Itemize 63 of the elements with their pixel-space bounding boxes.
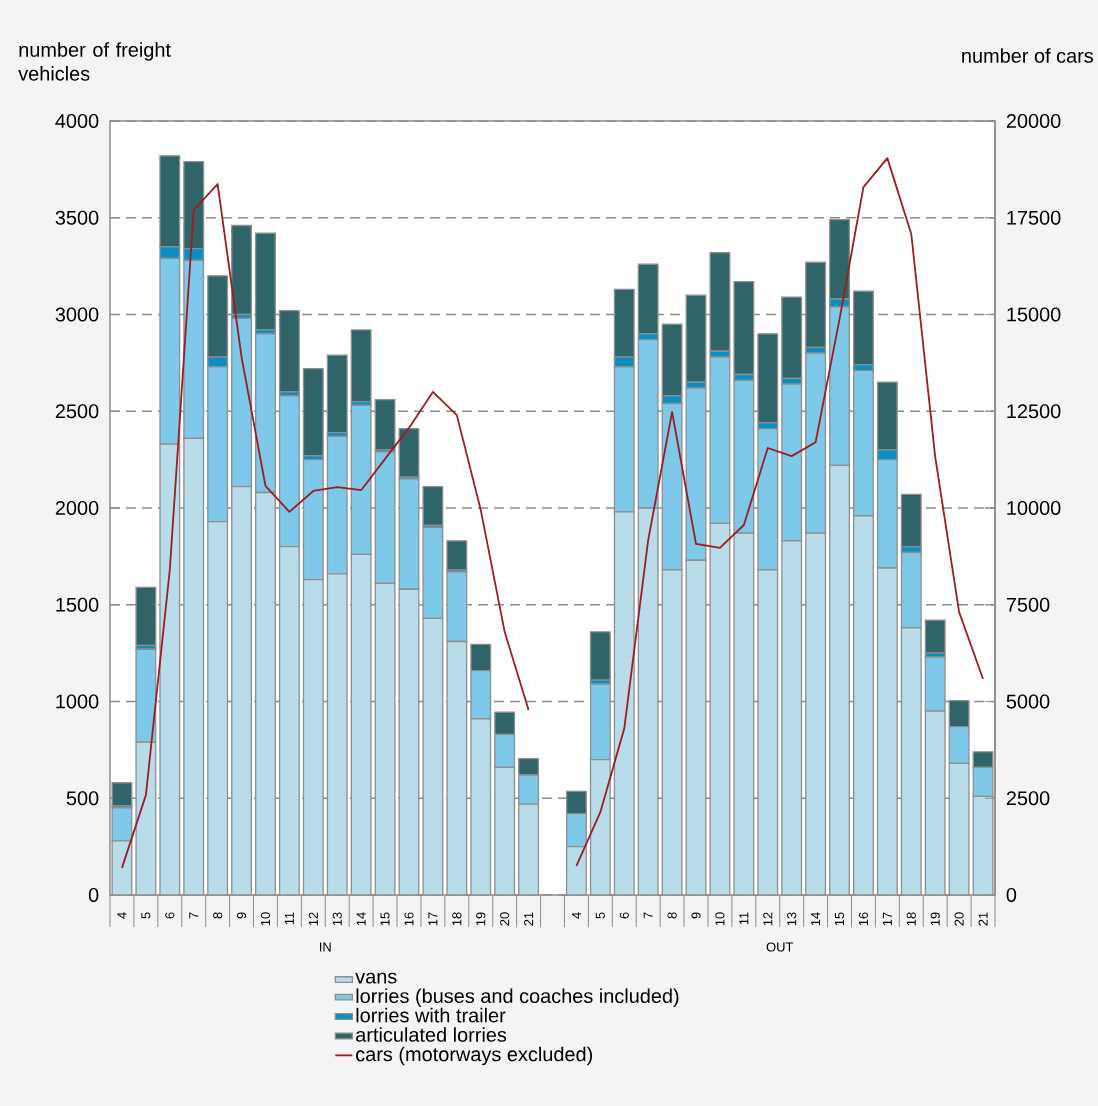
x-tick-label: 16 bbox=[404, 912, 414, 926]
x-tick-label: 15 bbox=[380, 912, 390, 926]
x-tick-label: 20 bbox=[954, 912, 964, 926]
y-tick-label: 4000 bbox=[55, 113, 99, 129]
y2-tick-label: 17500 bbox=[1007, 210, 1061, 225]
y2-tick-label: 10000 bbox=[1007, 500, 1061, 516]
legend-label: lorries with trailer bbox=[356, 1007, 506, 1023]
x-tick-label: 5 bbox=[595, 912, 605, 919]
x-tick-label: 19 bbox=[930, 912, 940, 926]
x-tick-label: 4 bbox=[571, 912, 581, 919]
x-tick-label: 7 bbox=[189, 912, 199, 919]
x-tick-label: 7 bbox=[643, 912, 653, 919]
text: IN bbox=[320, 942, 331, 952]
x-tick-label: 9 bbox=[691, 912, 701, 919]
x-tick-label: 17 bbox=[428, 912, 438, 926]
y-tick-label: 3500 bbox=[55, 210, 99, 225]
x-tick-label: 14 bbox=[356, 912, 366, 926]
y-tick-label: 0 bbox=[88, 887, 99, 903]
y2-tick-label: 20000 bbox=[1006, 113, 1061, 129]
legend-label: lorries (buses and coaches included) bbox=[356, 988, 679, 1007]
y-axis-title: number of freight vehicles bbox=[18, 42, 171, 81]
x-tick-label: 9 bbox=[236, 912, 247, 919]
x-tick-label: 10 bbox=[715, 912, 725, 926]
legend-label: vans bbox=[355, 972, 397, 984]
x-tick-label: 6 bbox=[165, 912, 175, 919]
x-tick-label: 14 bbox=[811, 912, 821, 926]
x-tick-label: 10 bbox=[260, 912, 271, 926]
y2-tick-label: 0 bbox=[1006, 887, 1017, 903]
x-tick-label: 11 bbox=[284, 912, 294, 925]
y-tick-label: 3000 bbox=[55, 307, 99, 322]
x-tick-label: 15 bbox=[835, 912, 845, 926]
y-tick-label: 1500 bbox=[56, 597, 99, 612]
x-tick-label: 19 bbox=[476, 912, 486, 926]
y2-axis-title: number of cars bbox=[962, 48, 1094, 63]
x-tick-label: 21 bbox=[978, 912, 988, 926]
x-tick-label: 18 bbox=[906, 912, 916, 926]
y2-tick-label: 12500 bbox=[1007, 404, 1061, 419]
legend-label: articulated lorries bbox=[356, 1027, 507, 1042]
x-tick-label: 17 bbox=[882, 912, 892, 926]
y2-tick-label: 7500 bbox=[1006, 597, 1050, 612]
x-tick-label: 20 bbox=[500, 912, 510, 926]
y-tick-label: 2500 bbox=[55, 404, 99, 419]
x-tick-label: 21 bbox=[524, 912, 534, 926]
x-tick-label: 8 bbox=[213, 912, 223, 919]
x-tick-label: 11 bbox=[739, 912, 749, 925]
x-tick-label: 18 bbox=[452, 912, 462, 926]
x-tick-label: 5 bbox=[141, 912, 151, 919]
x-tick-label: 13 bbox=[787, 912, 797, 926]
x-tick-label: 4 bbox=[117, 912, 127, 919]
y2-tick-label: 5000 bbox=[1006, 694, 1050, 709]
x-tick-label: 13 bbox=[332, 912, 342, 926]
x-tick-label: 6 bbox=[619, 912, 629, 919]
x-tick-label: 8 bbox=[667, 912, 677, 919]
y-tick-label: 2000 bbox=[55, 500, 99, 516]
x-tick-label: 12 bbox=[308, 912, 318, 926]
text: OUT bbox=[766, 942, 794, 952]
y-tick-label: 500 bbox=[66, 791, 99, 806]
x-tick-label: 12 bbox=[763, 912, 773, 926]
legend-label: cars (motorways excluded) bbox=[356, 1046, 593, 1066]
y-tick-label: 1000 bbox=[56, 694, 99, 709]
y2-tick-label: 15000 bbox=[1007, 307, 1061, 322]
x-tick-label: 16 bbox=[858, 912, 869, 926]
y2-tick-label: 2500 bbox=[1006, 791, 1050, 806]
